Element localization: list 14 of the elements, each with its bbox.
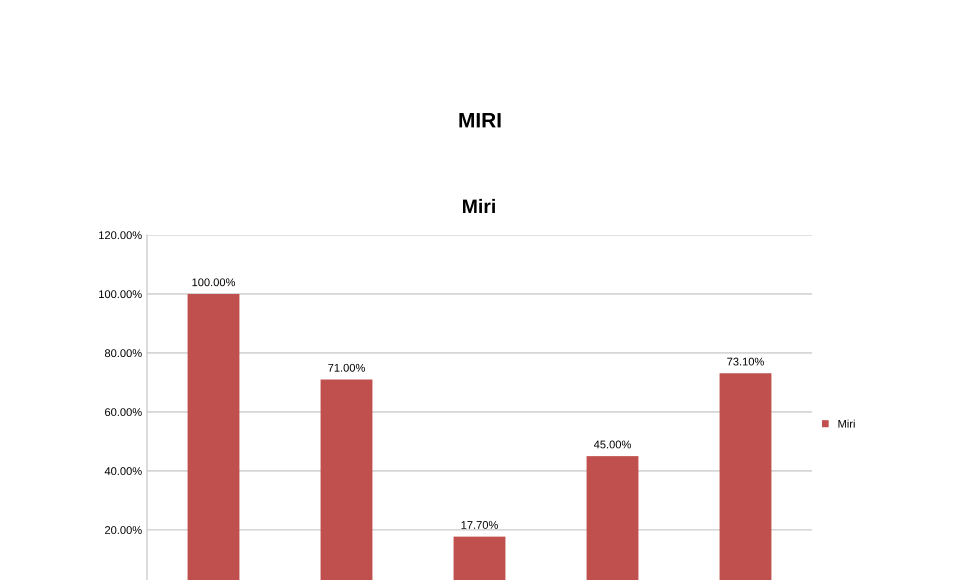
data-label: 73.10% <box>727 358 764 366</box>
y-tick-label: 80.00% <box>104 349 142 358</box>
y-tick-label: 120.00% <box>99 231 142 240</box>
y-tick-label: 40.00% <box>104 467 142 476</box>
y-tick-label: 20.00% <box>105 526 142 534</box>
y-tick-label: 60.00% <box>105 408 142 416</box>
chart-subtitle: Miri <box>463 198 495 214</box>
data-label: 17.70% <box>462 521 498 529</box>
data-label: 100.00% <box>192 278 236 286</box>
y-tick-label: 100.00% <box>99 290 142 298</box>
chart-title: MIRI <box>459 113 501 128</box>
data-label: 71.00% <box>328 364 365 372</box>
legend-label: Miri <box>838 420 855 428</box>
data-label: 45.00% <box>594 440 631 448</box>
